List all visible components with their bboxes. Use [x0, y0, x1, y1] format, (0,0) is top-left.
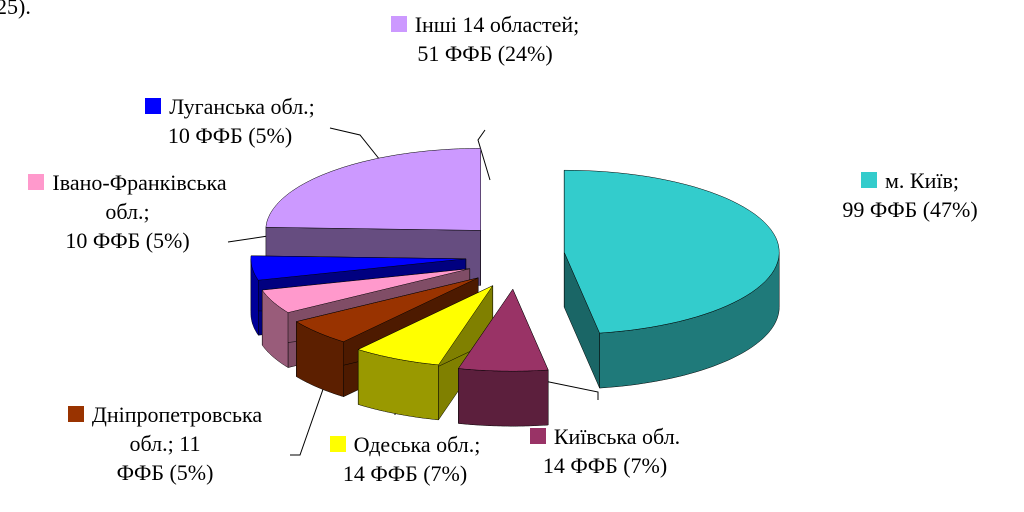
category-label: м. Київ;: [885, 168, 959, 193]
category-label: Одеська обл.;: [353, 432, 481, 457]
value-label: 14 ФФБ (7%): [342, 461, 468, 486]
value-label: 99 ФФБ (47%): [842, 197, 978, 222]
data-label: Івано-Франківська обл.; 10 ФФБ (5%): [10, 168, 245, 255]
pie: [250, 148, 780, 427]
legend-swatch: [67, 406, 84, 422]
value-label: 51 ФФБ (24%): [417, 41, 553, 66]
slice: [261, 268, 470, 313]
data-label: Одеська обл.; 14 ФФБ (7%): [290, 430, 520, 488]
category-label: Дніпропетровська обл.; 11: [91, 402, 263, 456]
slice: [457, 288, 549, 372]
value-label: ФФБ (5%): [116, 460, 214, 485]
category-label: Івано-Франківська обл.;: [52, 170, 227, 224]
slice: [357, 284, 494, 366]
data-label: Інші 14 областей; 51 ФФБ (24%): [365, 10, 605, 68]
slice: [295, 277, 479, 342]
data-label: Дніпропетровська обл.; 11 ФФБ (5%): [50, 400, 280, 487]
legend-swatch: [529, 428, 546, 444]
slice: [250, 255, 466, 281]
category-label: Інші 14 областей;: [414, 12, 580, 37]
leader-line: [477, 129, 491, 181]
legend-swatch: [390, 16, 407, 32]
slice: [563, 169, 780, 334]
value-label: 10 ФФБ (5%): [167, 123, 293, 148]
legend-swatch: [861, 172, 877, 188]
annotation: 25).: [0, 0, 31, 19]
legend-swatch: [28, 174, 45, 190]
value-label: 10 ФФБ (5%): [65, 228, 190, 253]
slice: [265, 148, 481, 231]
value-label: 14 ФФБ (7%): [542, 453, 668, 478]
slice-wall: [458, 368, 549, 427]
category-label: Київська обл.: [553, 424, 681, 449]
data-label: Київська обл. 14 ФФБ (7%): [490, 422, 720, 480]
legend-swatch: [145, 98, 162, 114]
data-label: Луганська обл.; 10 ФФБ (5%): [90, 92, 370, 150]
leader-line: [227, 235, 269, 243]
category-label: Луганська обл.;: [169, 94, 315, 119]
legend-swatch: [329, 436, 346, 452]
data-label: м. Київ; 99 ФФБ (47%): [800, 166, 1020, 224]
